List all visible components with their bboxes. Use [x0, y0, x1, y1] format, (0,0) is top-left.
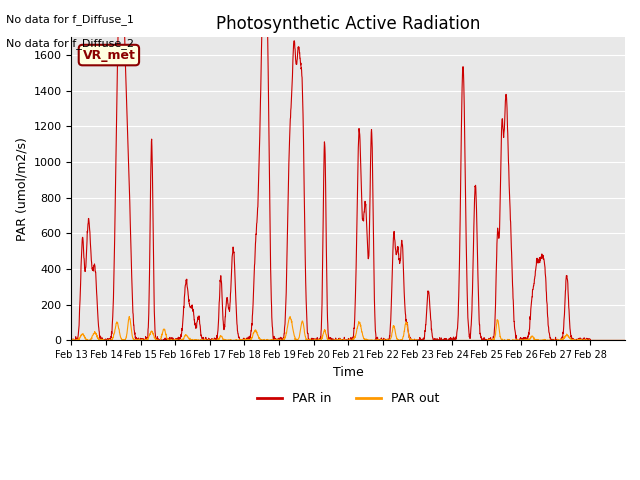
- X-axis label: Time: Time: [333, 366, 364, 379]
- PAR in: [515, 337, 523, 343]
- PAR in: [613, 337, 621, 343]
- PAR in: [123, 101, 131, 107]
- Title: Photosynthetic Active Radiation: Photosynthetic Active Radiation: [216, 15, 481, 33]
- PAR out: [125, 313, 133, 319]
- Legend: PAR in, PAR out: PAR in, PAR out: [252, 387, 445, 410]
- PAR out: [515, 337, 523, 343]
- PAR out: [613, 337, 621, 343]
- PAR in: [381, 337, 389, 343]
- PAR in: [621, 337, 628, 343]
- PAR out: [243, 337, 250, 343]
- PAR out: [621, 337, 628, 343]
- PAR in: [243, 337, 250, 343]
- PAR in: [68, 337, 76, 343]
- PAR out: [123, 332, 131, 337]
- Y-axis label: PAR (umol/m2/s): PAR (umol/m2/s): [15, 137, 28, 241]
- PAR out: [381, 337, 389, 343]
- Line: PAR in: PAR in: [72, 0, 625, 340]
- Text: VR_met: VR_met: [83, 48, 135, 61]
- PAR in: [546, 335, 554, 341]
- Text: No data for f_Diffuse_1: No data for f_Diffuse_1: [6, 14, 134, 25]
- Text: No data for f_Diffuse_2: No data for f_Diffuse_2: [6, 38, 134, 49]
- PAR out: [68, 337, 76, 343]
- Line: PAR out: PAR out: [72, 316, 625, 340]
- PAR out: [546, 337, 554, 343]
